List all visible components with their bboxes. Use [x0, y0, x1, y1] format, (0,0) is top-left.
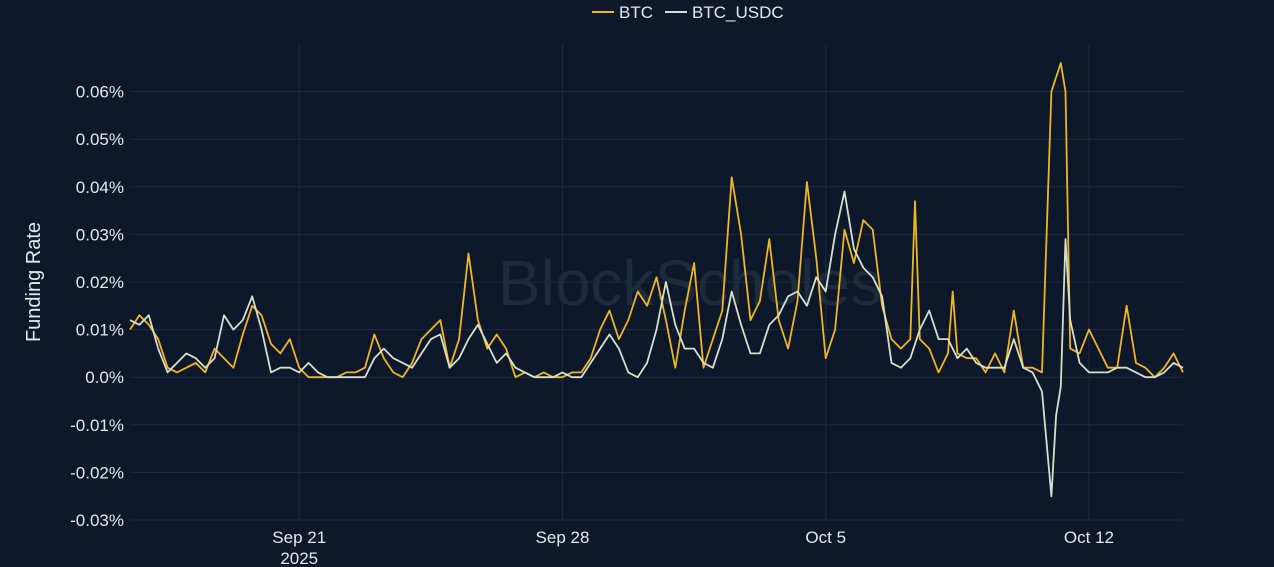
y-tick-label: -0.02%: [70, 463, 124, 482]
series-line-btc[interactable]: [129, 62, 1184, 379]
series-line-btc_usdc[interactable]: [129, 190, 1184, 498]
y-tick-label: 0.01%: [76, 321, 124, 340]
y-tick-label: -0.01%: [70, 416, 124, 435]
grid: [130, 44, 1183, 521]
legend-label-btc[interactable]: BTC: [619, 3, 653, 22]
y-tick-label: -0.03%: [70, 511, 124, 530]
legend-label-btc_usdc[interactable]: BTC_USDC: [692, 3, 784, 22]
y-tick-label: 0.05%: [76, 130, 124, 149]
x-tick-label: Oct 5: [805, 528, 846, 547]
y-axis-title: Funding Rate: [23, 222, 45, 342]
y-tick-label: 0.0%: [85, 368, 124, 387]
legend[interactable]: BTC BTC_USDC: [592, 3, 784, 22]
x-tick-year-label: 2025: [280, 549, 318, 567]
y-tick-label: 0.02%: [76, 273, 124, 292]
y-tick-label: 0.03%: [76, 225, 124, 244]
series-lines: [129, 62, 1184, 498]
x-axis-ticks: Sep 21 2025 Sep 28 Oct 5 Oct 12: [272, 528, 1114, 567]
x-tick-label: Sep 28: [536, 528, 590, 547]
y-tick-label: 0.06%: [76, 83, 124, 102]
x-tick-label: Sep 21: [272, 528, 326, 547]
x-tick-label: Oct 12: [1064, 528, 1114, 547]
y-tick-label: 0.04%: [76, 178, 124, 197]
y-axis-ticks: -0.03% -0.02% -0.01% 0.0% 0.01% 0.02% 0.03% 0.0…: [70, 83, 124, 530]
